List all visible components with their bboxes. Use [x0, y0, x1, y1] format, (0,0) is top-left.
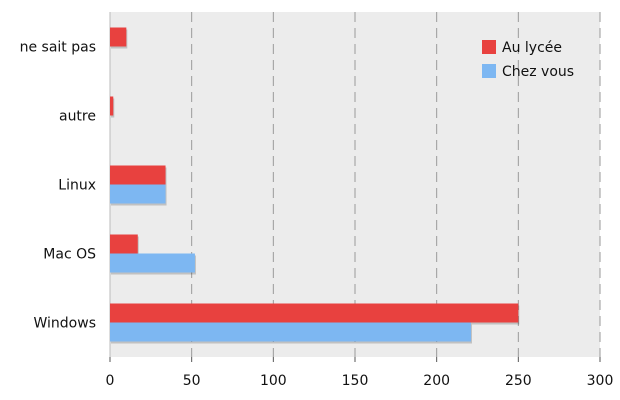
tick-label-150: 150	[342, 373, 369, 389]
tick-label-250: 250	[505, 373, 532, 389]
legend-swatch-au-lycee	[482, 40, 496, 54]
category-label-linux: Linux	[58, 178, 96, 194]
category-labels: Windows Mac OS Linux autre ne sait pas	[20, 40, 97, 332]
bar-au-lycee-mac-os	[110, 234, 138, 254]
category-label-windows: Windows	[34, 316, 97, 332]
bar-chez-vous-linux	[110, 184, 166, 204]
legend-label-chez-vous: Chez vous	[502, 64, 574, 80]
category-label-ne-sait-pas: ne sait pas	[20, 40, 96, 56]
tick-label-200: 200	[423, 373, 450, 389]
bar-chez-vous-mac-os	[110, 253, 195, 273]
tick-label-0: 0	[106, 373, 115, 389]
bars	[110, 27, 520, 344]
legend-swatch-chez-vous	[482, 64, 496, 78]
tick-label-50: 50	[183, 373, 201, 389]
legend-label-au-lycee: Au lycée	[502, 40, 562, 56]
bar-au-lycee-autre	[110, 96, 114, 116]
bar-au-lycee-linux	[110, 165, 166, 185]
tick-label-300: 300	[587, 373, 614, 389]
x-axis-ticks: 0 50 100 150 200 250 300	[106, 357, 614, 389]
category-label-autre: autre	[59, 109, 96, 125]
tick-label-100: 100	[260, 373, 287, 389]
bar-au-lycee-ne-sait-pas	[110, 27, 127, 47]
bar-chez-vous-windows	[110, 322, 471, 342]
bar-au-lycee-windows	[110, 303, 519, 323]
category-label-mac-os: Mac OS	[43, 247, 96, 263]
legend: Au lycée Chez vous	[482, 40, 574, 80]
